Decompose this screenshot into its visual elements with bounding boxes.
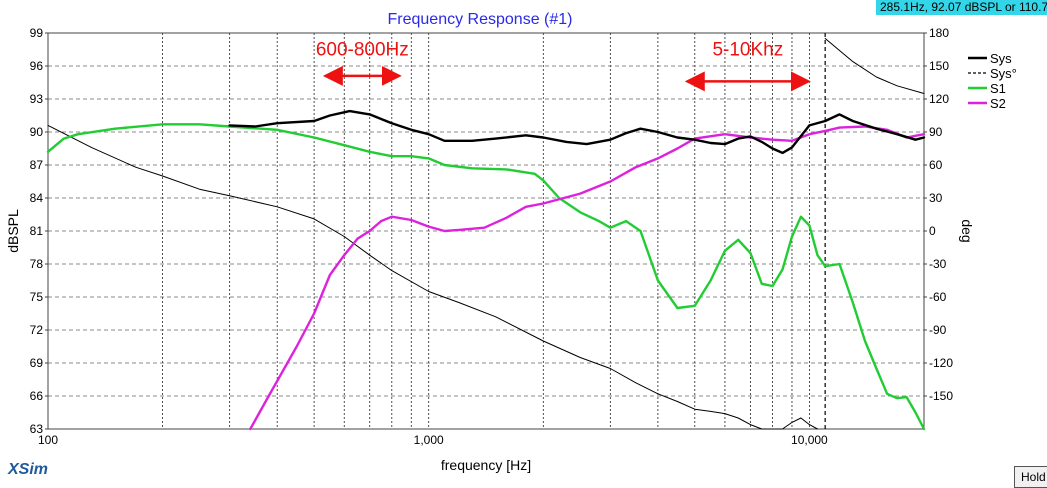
y-tick-label: 75 bbox=[30, 290, 44, 304]
legend-label-1: Sys° bbox=[990, 66, 1017, 81]
series-line-2 bbox=[46, 123, 926, 431]
y-tick-label: 63 bbox=[30, 422, 44, 436]
x-tick-label: 1,000 bbox=[414, 433, 444, 447]
y2-tick-label: 180 bbox=[929, 26, 949, 40]
cursor-readout: 285.1Hz, 92.07 dBSPL or 110.726° bbox=[876, 0, 1047, 15]
y2-tick-label: -120 bbox=[929, 356, 953, 370]
y-tick-label: 69 bbox=[30, 356, 44, 370]
grid-lines bbox=[48, 33, 924, 429]
legend-label-0: Sys bbox=[990, 51, 1012, 66]
x-axis-label: frequency [Hz] bbox=[441, 457, 531, 473]
series-lines bbox=[46, 38, 926, 431]
y-tick-label: 93 bbox=[30, 92, 44, 106]
series-line-3 bbox=[249, 125, 926, 431]
chart-title: Frequency Response (#1) bbox=[388, 11, 573, 28]
y2-tick-label: 150 bbox=[929, 59, 949, 73]
legend-label-3: S2 bbox=[990, 96, 1006, 111]
y2-tick-label: 0 bbox=[929, 224, 936, 238]
y-tick-label: 78 bbox=[30, 257, 44, 271]
y2-tick-label: 60 bbox=[929, 158, 943, 172]
y-axis-label: dBSPL bbox=[5, 209, 21, 253]
y-tick-label: 84 bbox=[30, 191, 44, 205]
y2-axis-label: deg bbox=[959, 219, 975, 242]
y-tick-label: 96 bbox=[30, 59, 44, 73]
y-tick-label: 87 bbox=[30, 158, 44, 172]
series-line-1 bbox=[47, 38, 925, 430]
annotations: 600-800Hz 5-10Khz bbox=[316, 40, 811, 92]
y2-tick-label: -150 bbox=[929, 389, 953, 403]
y-tick-label: 81 bbox=[30, 224, 44, 238]
annotation-label-0: 600-800Hz bbox=[316, 40, 409, 61]
y2-tick-label: -30 bbox=[929, 257, 947, 271]
y-tick-label: 66 bbox=[30, 389, 44, 403]
x-tick-label: 100 bbox=[38, 433, 58, 447]
y-tick-label: 99 bbox=[30, 26, 44, 40]
y-tick-label: 72 bbox=[30, 323, 44, 337]
xsim-logo: XSim bbox=[8, 461, 49, 478]
y2-tick-label: 120 bbox=[929, 92, 949, 106]
y2-tick-label: 90 bbox=[929, 125, 943, 139]
series-line-0 bbox=[228, 109, 926, 155]
annotation-label-1: 5-10Khz bbox=[712, 40, 783, 61]
hold-button[interactable]: Hold bbox=[1014, 466, 1047, 488]
y-tick-label: 90 bbox=[30, 125, 44, 139]
legend-label-2: S1 bbox=[990, 81, 1006, 96]
axis-ticks: 63 66 69 72 75 78 81 84 87 90 93 96 99 -150 -120 -90 -60… bbox=[30, 26, 954, 447]
y2-tick-label: 30 bbox=[929, 191, 943, 205]
y2-tick-label: -60 bbox=[929, 290, 947, 304]
y2-tick-label: -90 bbox=[929, 323, 947, 337]
x-tick-label: 10,000 bbox=[791, 433, 828, 447]
